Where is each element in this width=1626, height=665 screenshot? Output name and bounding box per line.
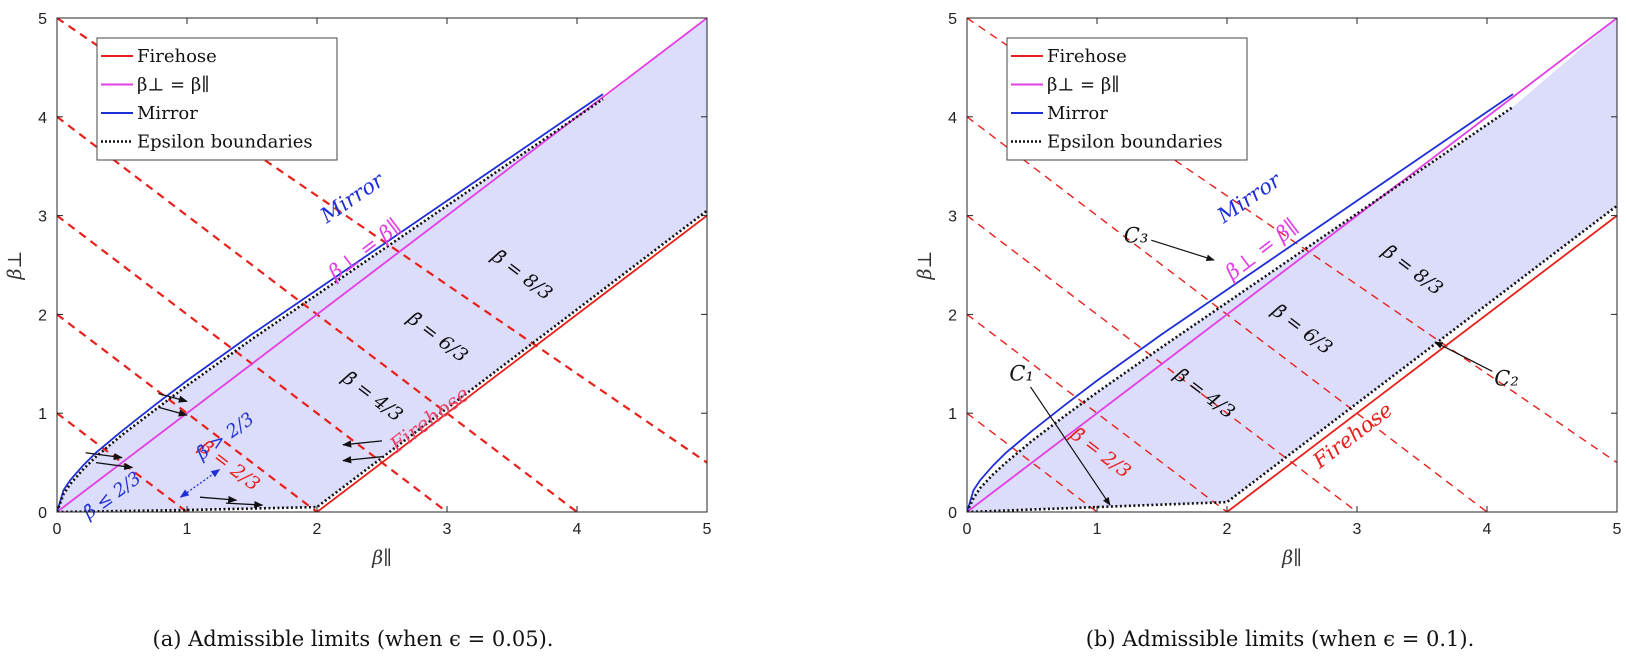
y-tick-label: 5 — [38, 11, 47, 28]
panel-caption: (b) Admissible limits (when ϵ = 0.1). — [1086, 627, 1475, 651]
point-pointer — [1434, 341, 1493, 372]
y-tick-label: 3 — [38, 209, 47, 226]
x-tick-label: 4 — [1483, 521, 1492, 538]
isoline-1 — [57, 313, 318, 512]
direction-arrow — [225, 501, 264, 509]
panel-caption: (a) Admissible limits (when ϵ = 0.05). — [153, 627, 554, 651]
y-tick-label: 3 — [948, 209, 957, 226]
y-tick-label: 4 — [948, 110, 957, 127]
y-tick-label: 1 — [38, 406, 47, 423]
x-tick-label: 2 — [1223, 521, 1232, 538]
legend-entry: Epsilon boundaries — [1047, 132, 1223, 153]
legend-entry: Mirror — [137, 103, 198, 124]
y-tick-label: 4 — [38, 110, 47, 127]
y-tick-label: 2 — [948, 307, 957, 324]
y-tick-label: 1 — [948, 406, 957, 423]
x-tick-label: 3 — [1353, 521, 1362, 538]
x-tick-label: 5 — [703, 521, 712, 538]
direction-arrow — [342, 440, 383, 448]
mirror-line — [57, 93, 604, 512]
legend-entry: Firehose — [1047, 46, 1127, 67]
y-tick-label: 0 — [38, 505, 47, 522]
y-axis-label: β⊥ — [4, 251, 26, 281]
equal-line — [967, 18, 1617, 512]
point-label: C₁ — [1009, 362, 1034, 386]
point-label: C₃ — [1124, 223, 1149, 247]
epsilon-upper-line — [967, 105, 1514, 512]
plot-frame — [966, 17, 1618, 513]
x-axis-label: β∥ — [1281, 547, 1302, 569]
legend-entry: Firehose — [137, 46, 217, 67]
x-tick-label: 1 — [183, 521, 192, 538]
epsilon-lower-line — [57, 209, 707, 512]
firehose-line — [1226, 214, 1617, 512]
y-tick-label: 0 — [948, 505, 957, 522]
plot-area — [57, 18, 707, 512]
x-tick-label: 5 — [1613, 521, 1622, 538]
panel-b: β̄ = 2/3β̄ = 4/3β̄ = 6/3β̄ = 8/3Mirrorβ⊥… — [914, 11, 1622, 651]
legend: Firehose β⊥ = β∥ Mirror Epsilon boundaries — [1006, 37, 1248, 161]
direction-arrow — [158, 406, 188, 417]
firehose-line — [316, 214, 707, 512]
y-tick-label: 2 — [38, 307, 47, 324]
point-label: C₂ — [1494, 367, 1519, 391]
equal-line — [57, 18, 707, 512]
mirror-line — [967, 93, 1514, 512]
y-tick-label: 5 — [948, 11, 957, 28]
y-axis-label: β⊥ — [914, 251, 936, 281]
x-tick-label: 3 — [443, 521, 452, 538]
legend-entry: Mirror — [1047, 103, 1108, 124]
epsilon-lower-line — [967, 204, 1617, 512]
x-tick-label: 0 — [963, 521, 972, 538]
x-axis-label: β∥ — [371, 547, 392, 569]
legend: Firehose β⊥ = β∥ Mirror Epsilon boundaries — [96, 37, 338, 161]
direction-arrow — [158, 392, 188, 403]
legend-entry: Epsilon boundaries — [137, 132, 313, 153]
plot-frame — [56, 17, 708, 513]
isoline-1 — [967, 313, 1228, 512]
direction-arrow — [95, 461, 134, 471]
x-tick-label: 0 — [53, 521, 62, 538]
direction-arrow — [342, 456, 383, 464]
point-pointer — [1030, 386, 1111, 506]
x-tick-label: 2 — [313, 521, 322, 538]
panel-a: β̄ = 2/3β̄ = 4/3β̄ = 6/3β̄ = 8/3Mirrorβ⊥… — [4, 11, 712, 651]
direction-arrow — [85, 452, 123, 461]
legend-box — [96, 37, 338, 161]
legend-entry: β⊥ = β∥ — [137, 75, 210, 96]
legend-entry: β⊥ = β∥ — [1047, 75, 1120, 96]
x-tick-label: 4 — [573, 521, 582, 538]
epsilon-upper-line — [57, 97, 604, 512]
legend-box — [1006, 37, 1248, 161]
point-pointer — [1151, 239, 1215, 261]
x-tick-label: 1 — [1093, 521, 1102, 538]
